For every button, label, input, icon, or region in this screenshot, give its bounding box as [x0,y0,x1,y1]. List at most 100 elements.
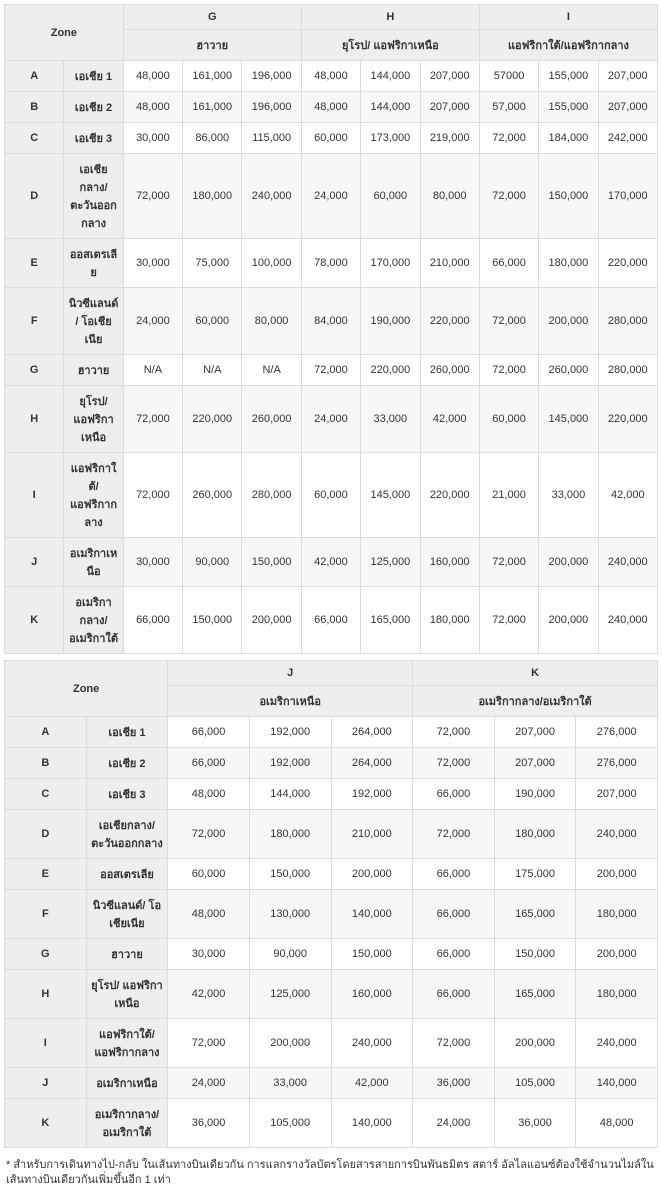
table-row: Fนิวซีแลนด์/ โอเชียเนีย48,000130,000140,… [5,890,658,939]
zone-header: Zone [5,5,124,61]
table-row: Iแอฟริกาใต้/แอฟริกากลาง72,000260,000280,… [5,453,658,538]
footnote-text: * สำหรับการเดินทางไป-กลับ ในเส้นทางบินเด… [4,1154,662,1197]
table-row: Bเอเชีย 266,000192,000264,00072,000207,0… [5,748,658,779]
zone-name: แอฟริกาใต้/แอฟริกากลาง [86,1019,168,1068]
mileage-value: 72,000 [168,810,250,859]
mileage-value: 72,000 [413,1019,495,1068]
mileage-value: 72,000 [123,154,182,239]
mileage-value: 60,000 [183,288,242,355]
zone-letter: F [5,890,87,939]
table-row: Iแอฟริกาใต้/แอฟริกากลาง72,000200,000240,… [5,1019,658,1068]
mileage-value: N/A [183,355,242,386]
mileage-value: 240,000 [598,538,657,587]
mileage-value: 165,000 [494,970,576,1019]
mileage-value: 150,000 [249,859,331,890]
zone-name: นิวซีแลนด์/ โอเชียเนีย [64,288,123,355]
mileage-value: 72,000 [413,717,495,748]
mileage-value: 72,000 [168,1019,250,1068]
mileage-value: 66,000 [168,748,250,779]
mileage-value: 48,000 [301,92,360,123]
mileage-value: 72,000 [413,748,495,779]
mileage-value: 170,000 [361,239,420,288]
mileage-value: 210,000 [331,810,413,859]
mileage-value: 66,000 [413,890,495,939]
group-letter-i: I [479,5,657,30]
mileage-value: 60,000 [301,123,360,154]
mileage-value: 160,000 [420,538,479,587]
zone-name: อเมริกากลาง/อเมริกาใต้ [86,1099,168,1148]
mileage-value: 240,000 [331,1019,413,1068]
mileage-value: 72,000 [479,288,538,355]
table-row: Aเอเชีย 148,000161,000196,00048,000144,0… [5,61,658,92]
mileage-value: 264,000 [331,717,413,748]
group-letter-h: H [301,5,479,30]
mileage-value: 33,000 [249,1068,331,1099]
zone-name: ยุโรป/ แอฟริกาเหนือ [64,386,123,453]
mileage-value: 220,000 [420,288,479,355]
mileage-value: 150,000 [183,587,242,654]
table-row: Kอเมริกากลาง/อเมริกาใต้66,000150,000200,… [5,587,658,654]
zone-letter: D [5,810,87,859]
zone-letter: A [5,61,64,92]
group-name-j: อเมริกาเหนือ [168,686,413,717]
mileage-value: 24,000 [123,288,182,355]
mileage-table-1: Zone G H I ฮาวาย ยุโรป/ แอฟริกาเหนือ แอฟ… [4,4,658,654]
mileage-value: 144,000 [361,61,420,92]
mileage-value: 192,000 [331,779,413,810]
zone-name: เอเชียกลาง/ ตะวันออกกลาง [64,154,123,239]
mileage-value: 30,000 [123,123,182,154]
mileage-value: 66,000 [413,939,495,970]
mileage-value: 145,000 [361,453,420,538]
mileage-value: 140,000 [331,890,413,939]
mileage-value: 30,000 [123,538,182,587]
mileage-value: 200,000 [242,587,301,654]
mileage-value: 72,000 [479,123,538,154]
mileage-value: 196,000 [242,92,301,123]
mileage-value: 42,000 [168,970,250,1019]
mileage-value: 190,000 [361,288,420,355]
mileage-value: 173,000 [361,123,420,154]
mileage-value: 60,000 [479,386,538,453]
mileage-value: 260,000 [183,453,242,538]
mileage-value: 84,000 [301,288,360,355]
mileage-value: 75,000 [183,239,242,288]
mileage-value: 24,000 [168,1068,250,1099]
zone-name: เอเชีย 3 [86,779,168,810]
mileage-value: 190,000 [494,779,576,810]
mileage-value: 60,000 [361,154,420,239]
mileage-value: N/A [242,355,301,386]
mileage-value: 240,000 [576,1019,658,1068]
mileage-value: 180,000 [539,239,598,288]
mileage-value: 66,000 [168,717,250,748]
mileage-value: 276,000 [576,717,658,748]
mileage-value: 200,000 [494,1019,576,1068]
mileage-value: 280,000 [598,355,657,386]
mileage-value: 42,000 [420,386,479,453]
mileage-value: 161,000 [183,92,242,123]
mileage-value: 200,000 [249,1019,331,1068]
mileage-value: 140,000 [576,1068,658,1099]
mileage-value: 240,000 [242,154,301,239]
mileage-value: 155,000 [539,92,598,123]
zone-letter: B [5,92,64,123]
mileage-value: 42,000 [331,1068,413,1099]
zone-letter: H [5,386,64,453]
mileage-value: 200,000 [539,587,598,654]
zone-letter: G [5,939,87,970]
mileage-value: 36,000 [494,1099,576,1148]
mileage-value: 48,000 [123,61,182,92]
table-row: Jอเมริกาเหนือ24,00033,00042,00036,000105… [5,1068,658,1099]
mileage-value: 260,000 [539,355,598,386]
mileage-value: 264,000 [331,748,413,779]
zone-name: เอเชีย 1 [86,717,168,748]
zone-name: เอเชีย 2 [86,748,168,779]
mileage-value: 170,000 [598,154,657,239]
mileage-value: 66,000 [301,587,360,654]
mileage-value: 160,000 [331,970,413,1019]
group-name-i: แอฟริกาใต้/แอฟริกากลาง [479,30,657,61]
mileage-value: 105,000 [494,1068,576,1099]
mileage-value: 66,000 [413,859,495,890]
mileage-value: 48,000 [168,779,250,810]
table-row: Cเอเชีย 330,00086,000115,00060,000173,00… [5,123,658,154]
mileage-value: 36,000 [413,1068,495,1099]
